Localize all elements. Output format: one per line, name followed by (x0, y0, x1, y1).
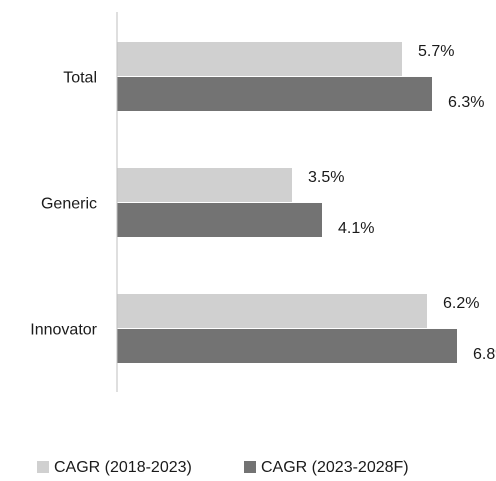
category-label-1: Generic (41, 196, 97, 213)
bar-s0-c2 (117, 294, 427, 328)
bar-s1-c2 (117, 329, 457, 363)
legend: CAGR (2018-2023) CAGR (2023-2028F) (37, 459, 409, 476)
bar-s1-c0 (117, 77, 432, 111)
bar-s0-c1 (117, 168, 292, 202)
data-label-s0-c1: 3.5% (308, 169, 344, 186)
data-label-s1-c1: 4.1% (338, 220, 374, 237)
category-label-2: Innovator (30, 322, 97, 339)
legend-label-1: CAGR (2023-2028F) (261, 459, 409, 476)
legend-swatch-1 (244, 461, 256, 473)
legend-label-0: CAGR (2018-2023) (54, 459, 192, 476)
bar-s1-c1 (117, 203, 322, 237)
bar-s0-c0 (117, 42, 402, 76)
data-label-s1-c2: 6.8% (473, 346, 496, 363)
category-label-0: Total (63, 70, 97, 87)
data-label-s0-c2: 6.2% (443, 295, 479, 312)
legend-swatch-0 (37, 461, 49, 473)
bars-layer (117, 42, 457, 363)
labels-layer: Total 5.7% 6.3% Generic 3.5% 4.1% Innovator 6.2… (30, 43, 496, 363)
data-label-s1-c0: 6.3% (448, 94, 484, 111)
data-label-s0-c0: 5.7% (418, 43, 454, 60)
